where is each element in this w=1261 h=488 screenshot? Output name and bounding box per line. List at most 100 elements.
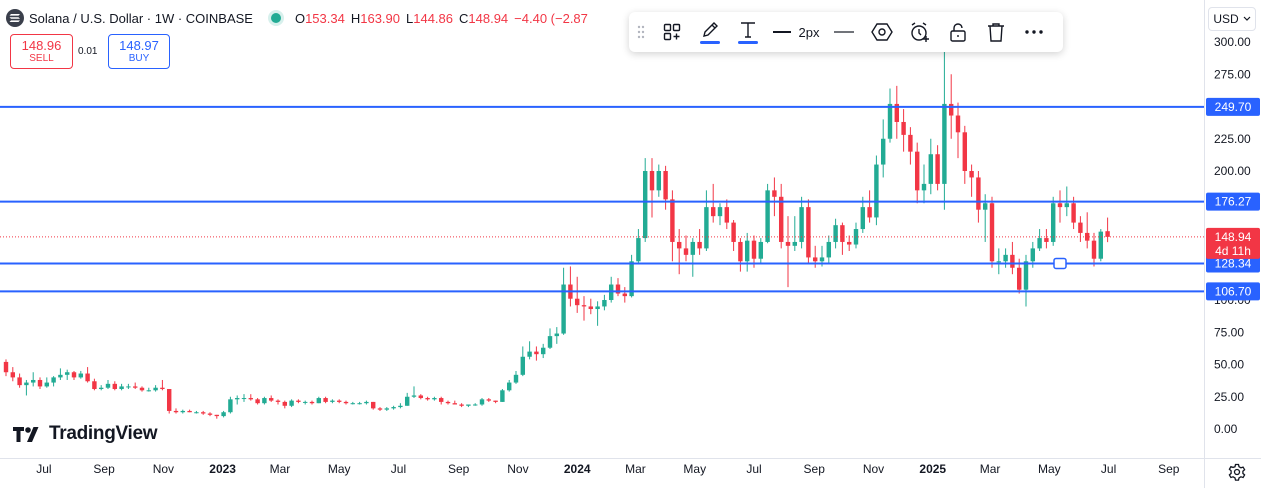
gear-icon[interactable]: [1228, 463, 1246, 481]
currency-selector[interactable]: USD: [1208, 7, 1256, 31]
text-icon[interactable]: [729, 12, 767, 52]
candle-body: [377, 408, 383, 410]
candle-body: [24, 382, 29, 386]
candle: [316, 396, 322, 404]
candle-body: [806, 207, 811, 258]
hexagon-settings-icon[interactable]: [863, 12, 901, 52]
candle-body: [751, 240, 757, 259]
tradingview-logo[interactable]: TradingView: [13, 423, 158, 445]
candle-body: [119, 386, 124, 390]
close-value: 148.94: [468, 10, 509, 26]
time-axis: Jul Sep Nov 2023 Mar May Jul Sep Nov 2024 Mar May Ju…: [36, 462, 1180, 476]
candle: [976, 171, 981, 223]
candle-body: [1057, 203, 1063, 208]
line-style-icon[interactable]: [825, 12, 863, 52]
candle-body: [493, 400, 498, 402]
tradingview-logo-icon: [13, 427, 39, 442]
y-tick-label: 75.00: [1214, 325, 1244, 339]
candle-body: [778, 196, 784, 242]
candle: [833, 218, 838, 249]
candle-body: [955, 115, 961, 133]
candle: [71, 370, 77, 380]
candle-body: [316, 398, 322, 404]
candle-body: [1050, 203, 1056, 242]
drag-handle-icon[interactable]: [629, 12, 653, 52]
candle: [534, 346, 539, 361]
candle-body: [1010, 254, 1015, 268]
layout-plus-icon[interactable]: [653, 12, 691, 52]
candle-body: [10, 372, 16, 378]
candle-body: [343, 401, 349, 404]
candle: [812, 245, 818, 268]
sell-button[interactable]: 148.96 SELL: [10, 34, 73, 69]
trash-icon[interactable]: [977, 12, 1015, 52]
candle: [64, 369, 70, 380]
candle-body: [540, 347, 546, 355]
candle: [377, 407, 383, 411]
candle: [112, 381, 118, 391]
x-tick-label: Nov: [863, 462, 884, 476]
candle-body: [323, 398, 328, 402]
candle: [479, 398, 485, 406]
candle: [568, 266, 573, 307]
candle: [867, 190, 872, 223]
line-width-label: 2px: [798, 24, 820, 40]
candle-body: [976, 177, 981, 210]
chevron-down-icon: [1243, 16, 1251, 21]
x-tick-label: May: [683, 462, 706, 476]
candle: [636, 229, 641, 264]
x-tick-label: Jul: [391, 462, 406, 476]
candle-body: [180, 410, 186, 413]
candle-body: [792, 241, 798, 246]
high-value: 163.90: [360, 10, 400, 26]
candle-body: [132, 386, 138, 388]
hline-price-label: 106.70: [1215, 284, 1252, 298]
unlock-icon[interactable]: [939, 12, 977, 52]
candle-body: [30, 379, 36, 383]
pencil-icon[interactable]: [691, 12, 729, 52]
candle-body: [561, 284, 566, 334]
candle: [942, 48, 947, 210]
symbol-title[interactable]: Solana / U.S. Dollar · 1W · COINBASE: [29, 10, 253, 26]
candle-body: [704, 207, 709, 249]
candle: [221, 410, 226, 418]
candle: [527, 341, 532, 360]
candle-body: [1030, 248, 1036, 262]
hline-price-label: 176.27: [1215, 195, 1252, 209]
candle-body: [1071, 203, 1076, 223]
hline-price-label: 128.34: [1215, 256, 1252, 270]
candle: [1050, 196, 1056, 246]
horizontal-lines: 249.70 176.27 128.34 106.70: [0, 97, 1260, 301]
candle: [51, 376, 56, 387]
x-tick-label: May: [1038, 462, 1061, 476]
line-width-button[interactable]: 2px: [767, 12, 825, 52]
buy-button[interactable]: 148.97 BUY: [108, 34, 170, 69]
candle-body: [1105, 231, 1110, 237]
candle-body: [724, 207, 730, 223]
candle: [343, 400, 349, 405]
x-tick-label: Nov: [153, 462, 174, 476]
candle: [296, 399, 301, 404]
candle: [996, 248, 1002, 275]
candle-body: [1091, 240, 1097, 259]
candle: [3, 359, 9, 377]
candle-body: [649, 171, 655, 191]
candle: [506, 379, 512, 392]
hline-price-label-bg: [1206, 254, 1260, 273]
current-price-label-bg: [1206, 227, 1260, 259]
candle: [1078, 216, 1083, 242]
candle-body: [248, 398, 254, 400]
candle: [690, 238, 696, 277]
candle-body: [547, 336, 553, 348]
alarm-plus-icon[interactable]: [901, 12, 939, 52]
candle: [574, 276, 580, 313]
candle-body: [445, 401, 451, 404]
candle-body: [64, 372, 70, 375]
buy-label: BUY: [128, 53, 150, 64]
brand-name: TradingView: [49, 423, 158, 444]
candle: [37, 377, 43, 390]
more-icon[interactable]: [1015, 12, 1053, 52]
candle-body: [758, 241, 764, 259]
candle-body: [656, 171, 662, 191]
